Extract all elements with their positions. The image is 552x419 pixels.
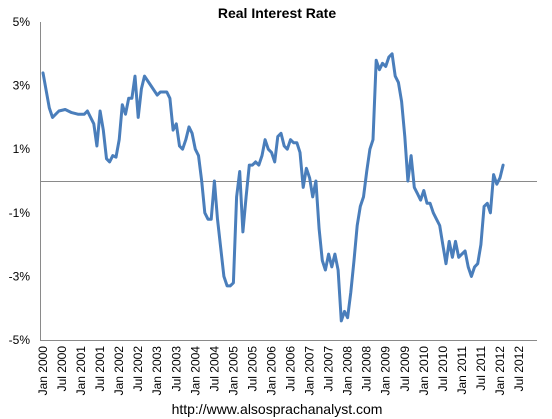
x-tick-label: Jan 2011 (455, 346, 469, 395)
y-tick-label: 5% (13, 15, 31, 29)
chart-title: Real Interest Rate (218, 5, 336, 21)
x-tick-label: Jan 2000 (36, 346, 50, 396)
y-tick-label: -5% (9, 333, 31, 347)
y-tick-label: -1% (9, 206, 31, 220)
x-tick-label: Jan 2010 (417, 346, 431, 396)
x-tick-label: Jan 2001 (74, 346, 88, 396)
x-tick-label: Jul 2004 (207, 346, 221, 392)
y-tick-label: 1% (13, 142, 31, 156)
x-tick-label: Jul 2000 (55, 346, 69, 392)
source-url[interactable]: http://www.alsosprachanalyst.com (172, 401, 383, 417)
x-tick-label: Jul 2007 (322, 346, 336, 392)
x-tick-label: Jul 2001 (93, 346, 107, 392)
x-tick-label: Jan 2003 (150, 346, 164, 396)
x-tick-label: Jan 2008 (341, 346, 355, 396)
y-tick-label: 3% (13, 79, 31, 93)
x-tick-label: Jul 2010 (436, 346, 450, 392)
x-tick-label: Jan 2004 (188, 346, 202, 396)
y-tick-label: -3% (9, 269, 31, 283)
x-tick-label: Jul 2008 (360, 346, 374, 392)
x-tick-label: Jul 2003 (169, 346, 183, 392)
series-layer (41, 52, 505, 323)
x-tick-label: Jul 2009 (398, 346, 412, 392)
x-tick-label: Jul 2006 (284, 346, 298, 392)
x-tick-label: Jul 2012 (512, 346, 526, 392)
x-tick-label: Jan 2002 (112, 346, 126, 396)
y-axis-ticks: 5% 3% 1% -1% -3% -5% (9, 15, 31, 347)
x-tick-label: Jan 2012 (493, 346, 507, 396)
x-tick-label: Jan 2007 (303, 346, 317, 396)
x-tick-label: Jan 2005 (226, 346, 240, 396)
x-tick-label: Jan 2009 (379, 346, 393, 396)
x-tick-label: Jul 2005 (245, 346, 259, 392)
x-tick-label: Jul 2011 (474, 346, 488, 391)
x-tick-label: Jul 2002 (131, 346, 145, 392)
series-line (41, 52, 505, 323)
x-axis-ticks: Jan 2000 Jul 2000 Jan 2001 Jul 2001 Jan 2002… (36, 346, 526, 396)
x-tick-label: Jan 2006 (264, 346, 278, 396)
